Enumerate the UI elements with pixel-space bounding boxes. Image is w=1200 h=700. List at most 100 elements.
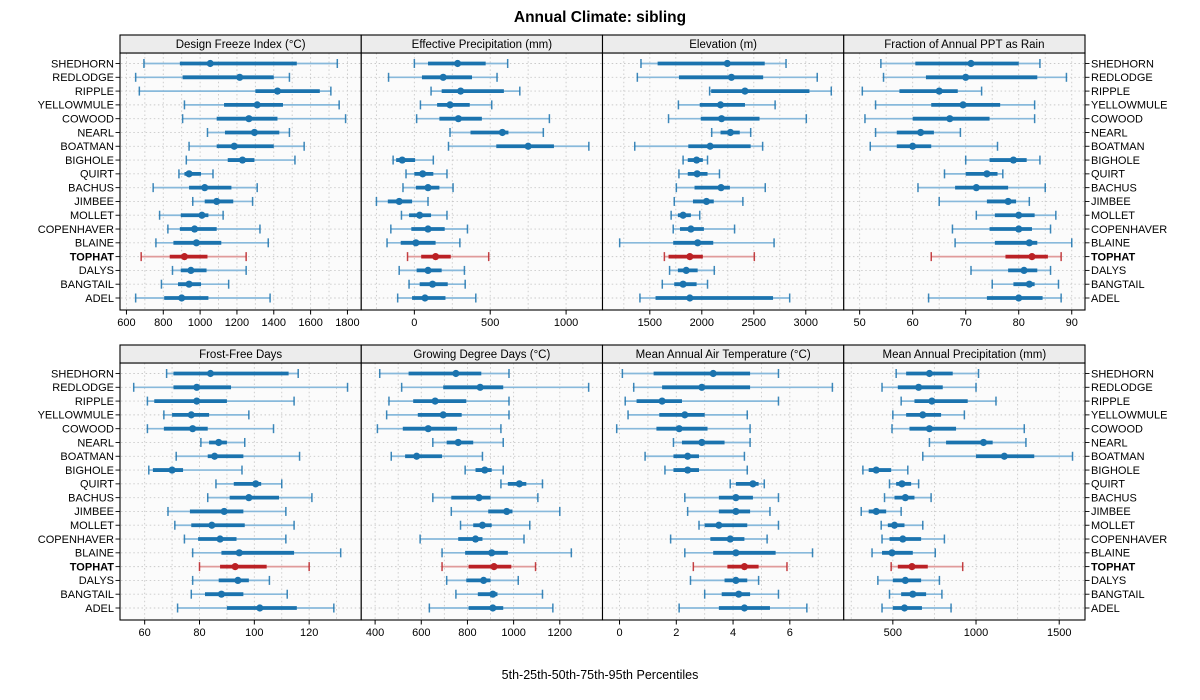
interval-row-copenhaver — [183, 534, 287, 544]
interval-row-yellowmule — [892, 410, 966, 420]
site-label-right-blaine: BLAINE — [1091, 238, 1130, 250]
interval-row-boatman — [633, 141, 764, 151]
interval-row-redlodge — [387, 72, 498, 82]
interval-row-bangtail — [455, 589, 544, 599]
site-label-right-dalys: DALYS — [1091, 575, 1126, 587]
interval-row-copenhaver — [167, 224, 261, 234]
interval-row-quirt — [678, 169, 721, 179]
site-label-right-mollet: MOLLET — [1091, 210, 1135, 222]
interval-row-bangtail — [190, 589, 288, 599]
median-dot — [217, 590, 226, 598]
interval-row-ripple — [430, 86, 521, 96]
interval-row-boatman — [188, 141, 305, 151]
median-dot — [178, 294, 186, 302]
site-label-right-shedhorn: SHEDHORN — [1091, 58, 1154, 70]
x-tick-label: 100 — [245, 627, 263, 639]
interval-row-jimbee — [860, 506, 902, 516]
interval-row-tophat — [890, 562, 964, 572]
x-tick-label: 600 — [117, 317, 135, 329]
median-dot — [1025, 239, 1033, 247]
x-tick-label: 0 — [411, 317, 417, 329]
median-dot — [959, 101, 967, 109]
x-tick-label: 2000 — [690, 317, 714, 329]
median-dot — [702, 197, 711, 206]
interval-row-adel — [881, 603, 952, 613]
panel-strip-title: Frost-Free Days — [199, 349, 282, 361]
interval-row-yellowmule — [419, 100, 493, 110]
site-label-left-cowood: COWOOD — [62, 113, 114, 125]
interval-row-bighole — [464, 465, 504, 475]
site-label-left-bachus: BACHUS — [68, 492, 114, 504]
interval-row-dalys — [191, 575, 271, 585]
median-dot — [681, 411, 689, 419]
median-dot — [735, 590, 743, 598]
interval-row-boatman — [869, 141, 999, 151]
median-dot — [1015, 225, 1023, 233]
interval-row-boatman — [175, 451, 301, 461]
median-dot — [684, 452, 692, 460]
median-dot — [686, 253, 694, 261]
median-dot — [717, 184, 725, 192]
median-dot — [723, 59, 731, 68]
site-label-left-bangtail: BANGTAIL — [60, 279, 114, 291]
interval-row-boatman — [922, 451, 1074, 461]
x-tick-label: 600 — [412, 627, 430, 639]
median-dot — [732, 549, 740, 557]
interval-row-nearl — [206, 127, 291, 137]
site-label-left-redlodge: REDLODGE — [52, 382, 114, 394]
panel-frost-free-days: Frost-Free Days 60 80 100 120 — [119, 344, 362, 639]
interval-row-cowood — [615, 424, 751, 434]
panel-background — [602, 363, 844, 620]
interval-row-dalys — [970, 265, 1052, 275]
median-dot — [698, 383, 706, 391]
site-label-right-bangtail: BANGTAIL — [1091, 279, 1145, 291]
site-label-left-quirt: QUIRT — [80, 169, 114, 181]
median-dot — [193, 383, 201, 391]
interval-row-copenhaver — [419, 534, 525, 544]
interval-row-tophat — [663, 252, 756, 262]
site-label-right-copenhaver: COPENHAVER — [1091, 534, 1167, 546]
interval-row-dalys — [398, 265, 466, 275]
x-tick-label: 70 — [960, 317, 972, 329]
median-dot — [213, 197, 221, 206]
site-label-right-bighole: BIGHOLE — [1091, 465, 1140, 477]
median-dot — [168, 466, 176, 474]
interval-row-shedhorn — [413, 59, 509, 68]
interval-row-copenhaver — [881, 534, 946, 544]
interval-row-quirt — [215, 479, 283, 489]
interval-row-jimbee — [673, 196, 744, 206]
panel-background — [602, 53, 844, 310]
median-dot — [481, 466, 489, 474]
site-label-right-bighole: BIGHOLE — [1091, 155, 1140, 167]
interval-row-boatman — [447, 141, 590, 151]
site-label-left-adel: ADEL — [85, 293, 114, 305]
site-label-right-redlodge: REDLODGE — [1091, 72, 1153, 84]
median-dot — [230, 142, 238, 150]
site-label-left-ripple: RIPPLE — [75, 86, 114, 98]
interval-row-mollet — [975, 210, 1057, 220]
x-tick-label: 1200 — [548, 627, 572, 639]
site-label-left-copenhaver: COPENHAVER — [38, 224, 114, 236]
row-ticks — [115, 63, 1090, 299]
interval-row-redlodge — [881, 382, 977, 392]
interval-row-dalys — [445, 575, 519, 585]
median-dot — [979, 438, 988, 447]
panel-strip-title: Effective Precipitation (mm) — [412, 39, 553, 51]
median-dot — [234, 576, 242, 585]
median-dot — [925, 369, 934, 378]
median-dot — [946, 115, 954, 123]
median-dot — [749, 480, 757, 488]
interval-row-blaine — [684, 548, 814, 558]
median-dot — [872, 507, 880, 516]
panel-strip — [843, 34, 1086, 54]
interval-row-quirt — [943, 169, 1004, 179]
panel-background — [361, 363, 603, 620]
median-dot — [446, 101, 454, 109]
panel-effective-precipitation-mm: Effective Precipitation (mm) 0 500 1000 — [360, 34, 604, 329]
site-label-left-tophat: TOPHAT — [70, 251, 114, 263]
interval-row-adel — [927, 293, 1062, 303]
median-dot — [193, 397, 201, 405]
interval-row-redlodge — [882, 72, 1068, 82]
median-dot — [424, 225, 432, 233]
interval-row-bighole — [862, 465, 909, 475]
